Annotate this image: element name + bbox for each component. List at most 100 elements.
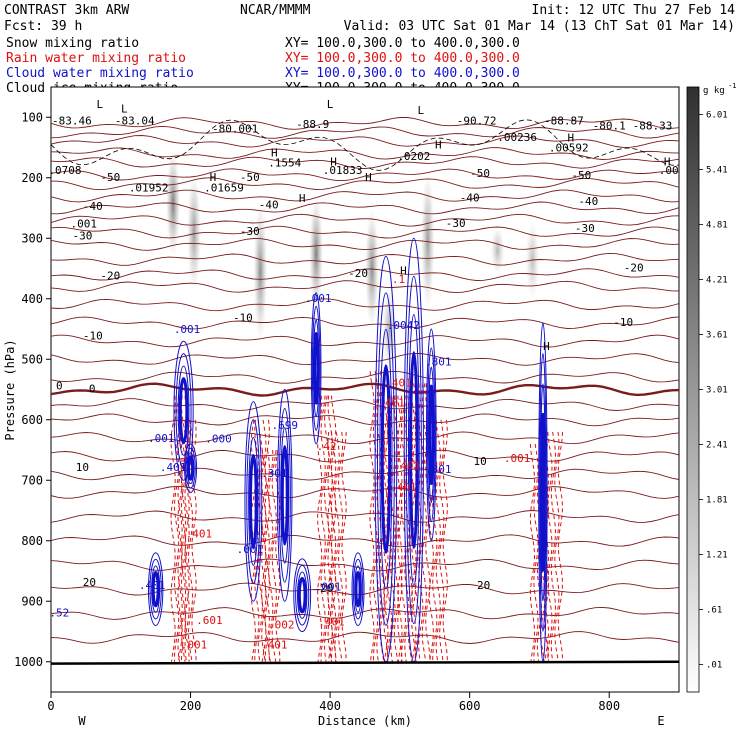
valid-time: Valid: 03 UTC Sat 01 Mar 14 (13 ChT Sat … (344, 19, 735, 34)
init-time: Init: 12 UTC Thu 27 Feb 14 (532, 3, 736, 18)
rain-contour (327, 431, 333, 662)
snow-shade (187, 171, 202, 293)
rain-contour (529, 443, 536, 662)
hl-centre-label: H (299, 192, 306, 205)
cloud-mixing-label: .801 (425, 463, 452, 476)
temperature-label: -50 (240, 171, 260, 184)
temperature-label: -40 (578, 195, 598, 208)
rain-mixing-label: .401 (261, 638, 288, 651)
cloud-contour (405, 275, 422, 625)
x-tick-label: 600 (459, 699, 481, 713)
isotherm-line (51, 189, 679, 203)
rain-contour (268, 449, 274, 662)
temperature-label: 20 (320, 582, 333, 595)
plot-frame (50, 86, 680, 693)
colorbar-unit-exponent: -1 (728, 82, 736, 90)
snow-shade (490, 226, 505, 275)
cloud-contour (277, 389, 293, 602)
cloud-contour (248, 437, 259, 566)
temperature-label: -90.72 (457, 115, 497, 128)
cloud-contour (177, 365, 190, 456)
snow-shade (253, 201, 268, 342)
temperature-label: -40 (83, 200, 103, 213)
temperature-label: -40 (259, 199, 279, 212)
temperature-label: -20 (624, 262, 644, 275)
cloud-mixing-label: .001 (148, 432, 175, 445)
field-name: Cloud water mixing ratio (6, 66, 194, 81)
cloud-contour (297, 577, 307, 614)
isotherm-line (51, 213, 679, 227)
field-xy: XY= 100.0,300.0 to 400.0,300.0 (285, 66, 520, 81)
temperature-label: -50 (571, 169, 591, 182)
rain-contour (261, 419, 267, 662)
forecast-hour: Fcst: 39 h (4, 19, 82, 34)
rain-contour (261, 449, 267, 662)
cloud-mixing-label: .801 (425, 355, 452, 368)
temperature-label: -88.33 (633, 119, 673, 132)
cloud-contour (296, 571, 308, 619)
temperature-label: -50 (470, 167, 490, 180)
cloud-contour (311, 305, 321, 431)
cloud-mixing-label: .301 (261, 467, 288, 480)
temperature-label: .01952 (129, 182, 169, 195)
temperature-label: -80 (212, 122, 232, 135)
cloud-mixing-label: .0042 (387, 319, 420, 332)
colorbar-level: 3.61 (706, 331, 728, 341)
rain-contour (421, 383, 427, 662)
isotherm-line (51, 398, 679, 411)
snow-shade (309, 195, 324, 311)
colorbar-level: 3.01 (706, 386, 728, 396)
hl-centre-label: L (121, 102, 128, 115)
y-tick-label: 900 (21, 594, 43, 608)
y-axis: 100 200 300 400 500 600 700 800 900 1000 (14, 110, 51, 669)
cloud-contour (178, 377, 189, 445)
colorbar-level: 1.81 (706, 496, 728, 506)
snow-shading (166, 150, 540, 372)
cloud-contour (293, 558, 312, 633)
colorbar-level: 1.21 (706, 551, 728, 561)
source-label: NCAR/MMMM (240, 3, 311, 18)
cloud-mixing-label: .001 (305, 292, 332, 305)
y-tick-label: 700 (21, 473, 43, 487)
cloud-contour (540, 412, 546, 572)
cloud-contour (246, 419, 261, 584)
rain-contour (334, 431, 340, 662)
isotherm-line (51, 334, 679, 348)
temperature-label: -80.1 (593, 119, 626, 132)
rain-contour (439, 419, 445, 662)
isotherm-line (51, 238, 679, 251)
temperature-label: .1554 (268, 156, 301, 169)
isotherm-line (51, 510, 679, 523)
temperature-label: -83.04 (115, 115, 155, 128)
rain-contour (187, 419, 194, 662)
temperature-label: .01659 (204, 182, 244, 195)
isotherm-line (51, 467, 679, 481)
cloud-mixing-label: .001 (315, 580, 342, 593)
rain-contour (170, 395, 176, 662)
isotherm-line (51, 316, 679, 330)
cloud-contour (380, 364, 392, 554)
y-tick-label: 600 (21, 413, 43, 427)
cloud-contour (151, 570, 160, 608)
cloud-contour (351, 552, 365, 626)
cloud-contour (407, 313, 420, 587)
y-axis-label: Pressure (hPa) (3, 339, 17, 440)
hl-centre-label: H (543, 340, 550, 353)
cloud-contour (278, 408, 291, 583)
cloud-contour (427, 347, 436, 523)
hl-centre-label: H (435, 139, 442, 152)
terrain-line (51, 660, 679, 665)
y-tick-label: 300 (21, 231, 43, 245)
hl-centre-label: L (418, 104, 425, 117)
x-tick-label: 200 (180, 699, 202, 713)
cloud-mixing-label: .001 (174, 323, 201, 336)
isotherm-line (51, 485, 679, 499)
isotherm-line (51, 177, 679, 191)
cloud-contour (352, 558, 364, 620)
isotherm-line (51, 117, 679, 130)
temperature-label: -20 (100, 269, 120, 282)
temperature-label: -40 (460, 191, 480, 204)
cloud-mixing-label: .401 (160, 461, 187, 474)
cloud-contour (539, 352, 547, 632)
